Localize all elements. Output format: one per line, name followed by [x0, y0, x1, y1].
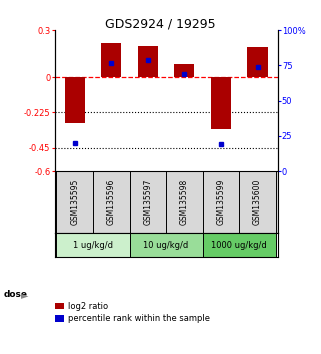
Bar	[247, 47, 268, 77]
Text: 1000 ug/kg/d: 1000 ug/kg/d	[212, 241, 267, 250]
Bar	[130, 233, 203, 257]
Text: GSM135596: GSM135596	[107, 179, 116, 225]
Text: GDS2924 / 19295: GDS2924 / 19295	[105, 18, 216, 31]
Text: GSM135597: GSM135597	[143, 179, 152, 225]
Text: log2 ratio: log2 ratio	[68, 302, 108, 311]
Text: GSM135599: GSM135599	[216, 179, 225, 225]
Bar	[211, 77, 231, 129]
Text: 10 ug/kg/d: 10 ug/kg/d	[143, 241, 189, 250]
Text: percentile rank within the sample: percentile rank within the sample	[68, 314, 210, 323]
Bar	[203, 233, 276, 257]
Text: ►: ►	[21, 290, 28, 300]
Text: GSM135600: GSM135600	[253, 179, 262, 225]
Bar	[138, 46, 158, 77]
Text: GSM135598: GSM135598	[180, 179, 189, 225]
Bar	[56, 233, 130, 257]
Bar	[174, 64, 195, 77]
Text: dose: dose	[3, 290, 27, 299]
Text: 1 ug/kg/d: 1 ug/kg/d	[73, 241, 113, 250]
Text: GSM135595: GSM135595	[70, 179, 79, 225]
Bar	[101, 44, 121, 77]
Bar	[65, 77, 85, 122]
